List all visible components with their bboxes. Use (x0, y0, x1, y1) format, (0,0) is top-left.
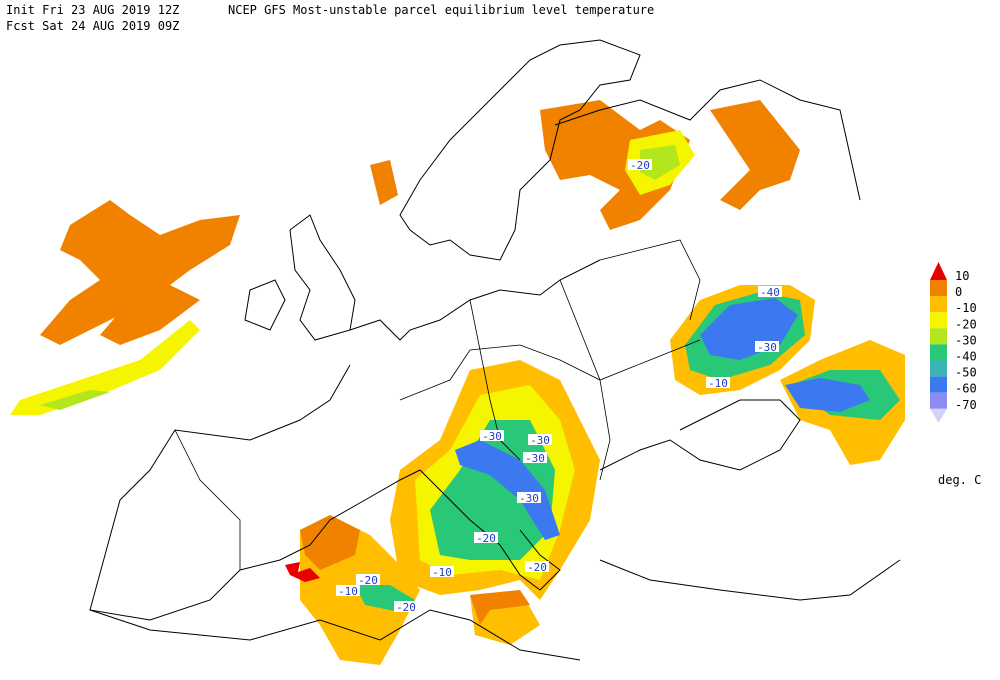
area (455, 440, 560, 540)
contour-label: -40 (760, 286, 780, 299)
legend: deg. C 10 0 -10 -20 -30 -40 -50 -60 -70 (930, 262, 981, 487)
contour-label: -30 (530, 434, 550, 447)
area (640, 145, 680, 180)
borders (174, 239, 701, 570)
legend-swatch (930, 262, 947, 280)
contour-label-bg (474, 532, 498, 543)
coastline (554, 79, 861, 201)
area (10, 320, 200, 415)
contour-label: -30 (525, 452, 545, 465)
contour-label-bg (394, 601, 418, 612)
legend-label: -50 (955, 366, 977, 380)
coastline (289, 214, 356, 341)
border (599, 239, 701, 321)
area (710, 100, 800, 210)
area (370, 160, 398, 205)
header-fcst: Fcst Sat 24 AUG 2019 09Z (6, 19, 179, 33)
contour-label: -10 (708, 377, 728, 390)
contour-label-bg (706, 377, 730, 388)
legend-label: -20 (955, 317, 977, 331)
contour-label-bg (525, 561, 549, 572)
contour-label: -30 (757, 341, 777, 354)
legend-swatch (930, 344, 947, 361)
contour-label: -20 (630, 159, 650, 172)
area (285, 562, 320, 582)
border (469, 299, 521, 461)
area (785, 378, 870, 412)
legend-label: 10 (955, 269, 969, 283)
header-title: NCEP GFS Most-unstable parcel equilibriu… (228, 3, 654, 17)
area (300, 515, 360, 570)
legend-label: -60 (955, 382, 977, 396)
contour-label-bg (755, 341, 779, 352)
coastline (89, 364, 421, 621)
area (40, 200, 240, 345)
legend-label: -70 (955, 398, 977, 412)
coastline (419, 469, 561, 591)
legend-units: deg. C (938, 473, 981, 487)
area (40, 390, 110, 410)
legend-label: -40 (955, 350, 977, 364)
legend-swatch (930, 408, 947, 423)
contour-label: -20 (396, 601, 416, 614)
coastline (399, 39, 641, 261)
area (100, 285, 200, 345)
contour-label: -30 (519, 492, 539, 505)
contour-label-bg (480, 430, 504, 441)
contour-labels: -20-40-30-10-30 -30-30-30-20-20-10-20-10-… (336, 159, 782, 614)
coastlines (89, 39, 901, 661)
coastline (244, 279, 286, 331)
legend-swatch (930, 376, 947, 393)
contour-label: -20 (527, 561, 547, 574)
contour-label-bg (517, 492, 541, 503)
legend-swatch (930, 280, 947, 297)
legend-swatch (930, 328, 947, 345)
legend-swatch (930, 312, 947, 329)
contour-label-bg (336, 585, 360, 596)
contour-label: -20 (358, 574, 378, 587)
contour-label: -30 (482, 430, 502, 443)
coastline (599, 399, 801, 471)
contour-label-bg (758, 286, 782, 297)
legend-swatch (930, 296, 947, 313)
border (174, 429, 241, 570)
contour-label-bg (628, 159, 652, 170)
coastline (599, 559, 901, 601)
field-areas (10, 100, 905, 665)
legend-swatch (930, 392, 947, 409)
area (470, 590, 530, 625)
area (540, 100, 690, 230)
legend-label: -30 (955, 333, 977, 347)
coastline (89, 609, 581, 661)
contour-label: -10 (338, 585, 358, 598)
legend-label: -10 (955, 301, 977, 315)
contour-label: -10 (432, 566, 452, 579)
contour-label-bg (356, 574, 380, 585)
contour-label: -20 (476, 532, 496, 545)
border (559, 279, 611, 481)
contour-label-bg (528, 434, 552, 445)
legend-label: 0 (955, 285, 962, 299)
contour-label-bg (430, 566, 454, 577)
coastline (349, 259, 601, 341)
border (399, 339, 701, 401)
legend-swatch (930, 360, 947, 377)
header-init: Init Fri 23 AUG 2019 12Z (6, 3, 179, 17)
contour-label-bg (523, 452, 547, 463)
